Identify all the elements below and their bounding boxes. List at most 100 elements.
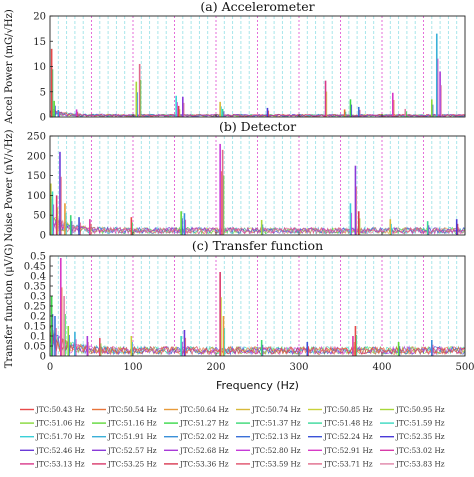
legend-item: JTC:53.83 Hz bbox=[380, 459, 445, 468]
y-tick-label: 50 bbox=[33, 211, 46, 222]
y-tick-label: 0 bbox=[40, 231, 46, 242]
legend-item: JTC:52.24 Hz bbox=[308, 432, 373, 441]
legend-label: JTC:52.35 Hz bbox=[395, 432, 445, 441]
legend-item: JTC:52.02 Hz bbox=[164, 432, 229, 441]
panels: 0 5 10 15 20 (a) Accelerometer Accel Power (mG… bbox=[4, 0, 474, 392]
y-tick-label: 0.05 bbox=[24, 342, 46, 353]
legend-item: JTC:51.16 Hz bbox=[92, 419, 157, 428]
legend-item: JTC:53.13 Hz bbox=[20, 459, 85, 468]
legend-label: JTC:53.83 Hz bbox=[395, 459, 445, 468]
y-tick-label: 150 bbox=[27, 171, 46, 182]
y-tick-label: 0.3 bbox=[30, 292, 46, 303]
legend-label: JTC:53.36 Hz bbox=[179, 459, 229, 468]
legend-item: JTC:50.54 Hz bbox=[92, 405, 157, 414]
legend-label: JTC:51.27 Hz bbox=[179, 419, 229, 428]
legend-label: JTC:51.70 Hz bbox=[35, 432, 85, 441]
legend-item: JTC:51.48 Hz bbox=[308, 419, 373, 428]
x-tick-label: 100 bbox=[123, 362, 142, 373]
legend-label: JTC:50.74 Hz bbox=[251, 405, 301, 414]
legend-item: JTC:50.85 Hz bbox=[308, 405, 373, 414]
legend-label: JTC:53.59 Hz bbox=[251, 459, 301, 468]
legend-item: JTC:52.68 Hz bbox=[164, 446, 229, 455]
y-tick-label: 0.1 bbox=[30, 332, 46, 343]
noise-trace bbox=[49, 213, 466, 235]
legend-label: JTC:51.91 Hz bbox=[107, 432, 157, 441]
noise-trace bbox=[49, 109, 466, 118]
legend-label: JTC:51.37 Hz bbox=[251, 419, 301, 428]
panel-title: (c) Transfer function bbox=[192, 238, 323, 253]
legend-item: JTC:52.91 Hz bbox=[308, 446, 373, 455]
y-tick-label: 0.35 bbox=[24, 282, 46, 293]
legend-item: JTC:51.91 Hz bbox=[92, 432, 157, 441]
legend-label: JTC:51.59 Hz bbox=[395, 419, 445, 428]
y-tick-label: 0.15 bbox=[24, 322, 46, 333]
legend-label: JTC:52.46 Hz bbox=[35, 446, 85, 455]
y-axis-label: Accel Power (mG/√Hz) bbox=[4, 9, 15, 125]
legend-label: JTC:53.71 Hz bbox=[323, 459, 373, 468]
legend-label: JTC:51.06 Hz bbox=[35, 419, 85, 428]
legend-item: JTC:52.46 Hz bbox=[20, 446, 85, 455]
y-tick-label: 15 bbox=[33, 37, 46, 48]
legend-label: JTC:50.64 Hz bbox=[179, 405, 229, 414]
panel-3: 00.050.10.150.20.250.30.350.40.450.5 0 100… bbox=[4, 238, 474, 392]
legend-label: JTC:50.54 Hz bbox=[107, 405, 157, 414]
legend-label: JTC:50.43 Hz bbox=[35, 405, 85, 414]
legend-label: JTC:53.13 Hz bbox=[35, 459, 85, 468]
legend-item: JTC:53.02 Hz bbox=[380, 446, 445, 455]
x-tick-label: 400 bbox=[372, 362, 391, 373]
legend-item: JTC:50.64 Hz bbox=[164, 405, 229, 414]
legend: JTC:50.43 Hz JTC:50.54 Hz JTC:50.64 Hz JTC:… bbox=[20, 405, 445, 468]
legend-item: JTC:53.25 Hz bbox=[92, 459, 157, 468]
legend-label: JTC:51.16 Hz bbox=[107, 419, 157, 428]
y-tick-label: 0 bbox=[40, 352, 46, 363]
y-axis-label: Transfer function (μV/G) bbox=[4, 244, 15, 369]
noise-trace bbox=[49, 327, 466, 356]
y-tick-label: 20 bbox=[33, 12, 46, 23]
noise-trace bbox=[49, 217, 466, 235]
legend-item: JTC:50.74 Hz bbox=[236, 405, 301, 414]
legend-label: JTC:52.57 Hz bbox=[107, 446, 157, 455]
y-tick-label: 0.2 bbox=[30, 312, 46, 323]
legend-label: JTC:51.48 Hz bbox=[323, 419, 373, 428]
legend-item: JTC:51.37 Hz bbox=[236, 419, 301, 428]
legend-item: JTC:52.57 Hz bbox=[92, 446, 157, 455]
legend-item: JTC:52.80 Hz bbox=[236, 446, 301, 455]
legend-label: JTC:52.02 Hz bbox=[179, 432, 229, 441]
legend-item: JTC:51.70 Hz bbox=[20, 432, 85, 441]
x-tick-label: 0 bbox=[47, 362, 53, 373]
y-tick-label: 0.4 bbox=[30, 272, 46, 283]
x-tick-label: 300 bbox=[289, 362, 308, 373]
y-axis-label: Noise Power (nV/√Hz) bbox=[4, 129, 15, 241]
legend-label: JTC:52.80 Hz bbox=[251, 446, 301, 455]
y-tick-label: 100 bbox=[27, 191, 46, 202]
legend-item: JTC:53.71 Hz bbox=[308, 459, 373, 468]
y-tick-label: 10 bbox=[33, 62, 46, 73]
panel-title: (b) Detector bbox=[219, 119, 296, 134]
y-tick-label: 0.45 bbox=[24, 262, 46, 273]
legend-item: JTC:51.06 Hz bbox=[20, 419, 85, 428]
y-tick-label: 200 bbox=[27, 151, 46, 162]
legend-label: JTC:52.68 Hz bbox=[179, 446, 229, 455]
legend-item: JTC:52.13 Hz bbox=[236, 432, 301, 441]
legend-item: JTC:51.27 Hz bbox=[164, 419, 229, 428]
x-axis-label: Frequency (Hz) bbox=[216, 379, 299, 392]
y-tick-label: 0.5 bbox=[30, 252, 46, 263]
legend-label: JTC:52.24 Hz bbox=[323, 432, 373, 441]
legend-item: JTC:50.95 Hz bbox=[380, 405, 445, 414]
y-tick-label: 0.25 bbox=[24, 302, 46, 313]
x-tick-label: 200 bbox=[206, 362, 225, 373]
legend-item: JTC:53.59 Hz bbox=[236, 459, 301, 468]
panel-2: 0 50 100 150 200 250 (b) Detector Noise Power (… bbox=[4, 119, 466, 242]
legend-label: JTC:50.95 Hz bbox=[395, 405, 445, 414]
y-tick-label: 5 bbox=[40, 87, 46, 98]
legend-label: JTC:53.02 Hz bbox=[395, 446, 445, 455]
y-tick-label: 0 bbox=[40, 113, 46, 124]
legend-label: JTC:52.13 Hz bbox=[251, 432, 301, 441]
panel-1: 0 5 10 15 20 (a) Accelerometer Accel Power (mG… bbox=[4, 0, 466, 125]
legend-label: JTC:52.91 Hz bbox=[323, 446, 373, 455]
legend-item: JTC:50.43 Hz bbox=[20, 405, 85, 414]
legend-label: JTC:50.85 Hz bbox=[323, 405, 373, 414]
plot-frame bbox=[49, 135, 466, 236]
legend-item: JTC:52.35 Hz bbox=[380, 432, 445, 441]
